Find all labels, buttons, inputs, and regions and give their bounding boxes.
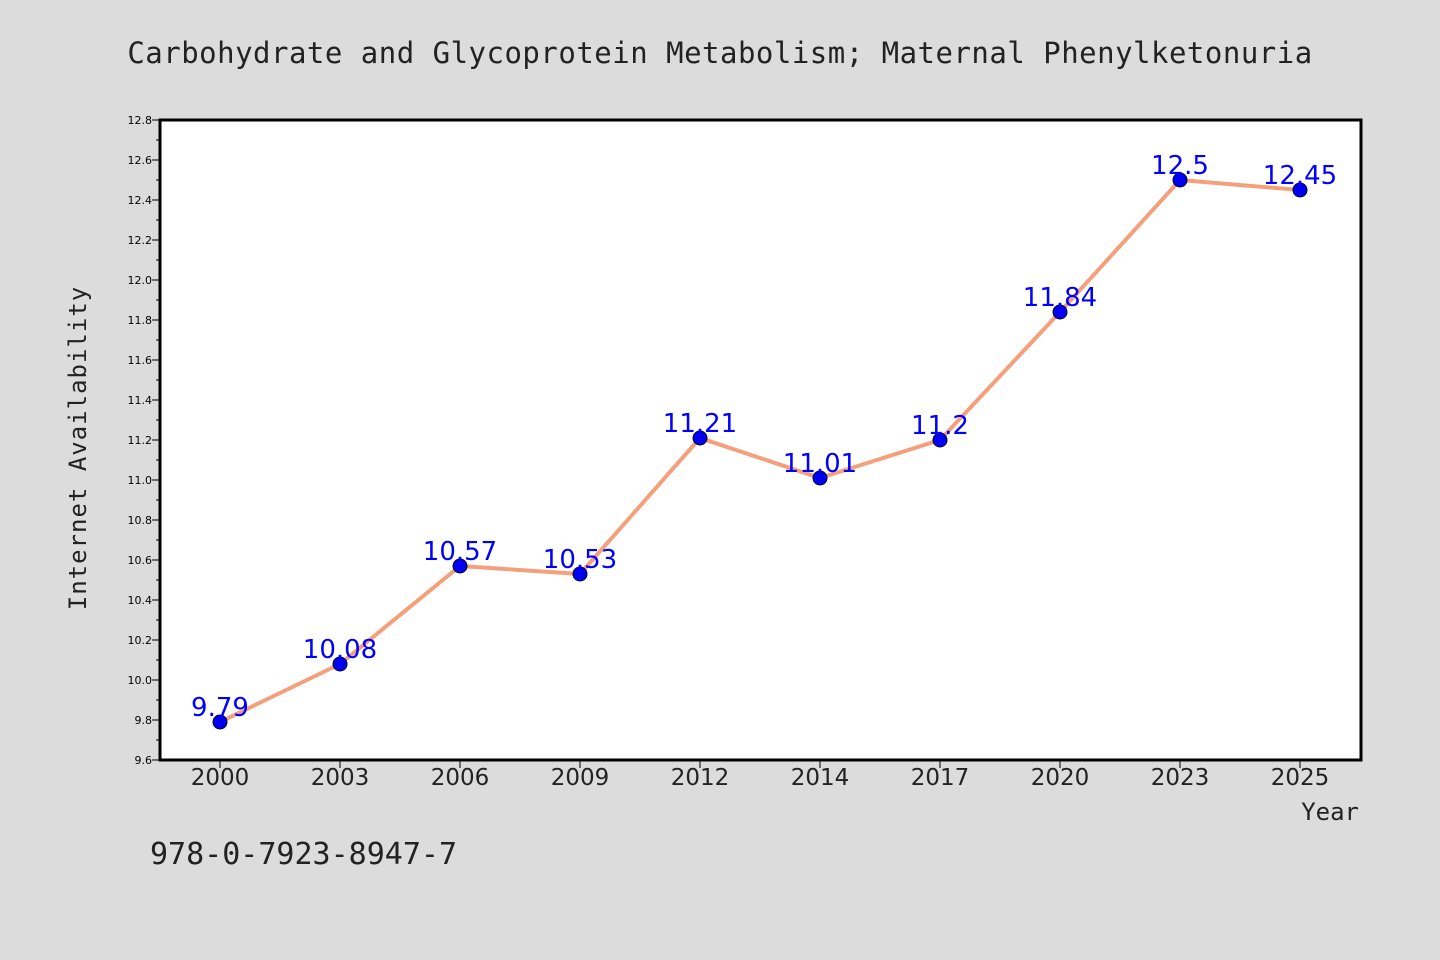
x-tick-label: 2009: [551, 765, 610, 791]
y-axis: 9.6 9.8 10.0 10.2 10.4 10.6 10.8 11.0 11.2 11.4 11…: [128, 114, 160, 767]
y-tick-label: 12.0: [128, 274, 153, 287]
data-point: [1052, 304, 1068, 320]
y-tick-label: 11.0: [128, 474, 153, 487]
y-tick-label: 10.2: [128, 634, 153, 647]
data-label: 11.84: [1023, 283, 1097, 313]
data-point: [932, 432, 948, 448]
data-point: [452, 558, 468, 574]
x-tick-label: 2012: [671, 765, 730, 791]
data-point: [572, 566, 588, 582]
data-point: [692, 430, 708, 446]
x-axis-label: Year: [1301, 798, 1359, 826]
series-line: [218, 178, 1302, 724]
y-tick-label: 10.6: [128, 554, 153, 567]
y-tick-label: 10.0: [128, 674, 153, 687]
y-tick-label: 11.8: [128, 314, 153, 327]
y-tick-label: 9.8: [135, 714, 153, 727]
x-tick-label: 2006: [431, 765, 490, 791]
data-labels: 9.79 10.08 10.57 10.53 11.21 11.01 11.2 11.84 12…: [191, 151, 1337, 723]
y-tick-label: 11.2: [128, 434, 153, 447]
data-point: [212, 714, 228, 730]
y-tick-label: 12.4: [128, 194, 153, 207]
chart-title: Carbohydrate and Glycoprotein Metabolism…: [127, 36, 1312, 70]
plot-area: [160, 120, 1361, 760]
y-tick-label: 11.4: [128, 394, 153, 407]
y-tick-label: 11.6: [128, 354, 153, 367]
data-label: 11.01: [783, 449, 857, 479]
y-axis-label: Internet Availability: [64, 286, 92, 610]
data-markers: [212, 172, 1308, 730]
x-tick-label: 2025: [1271, 765, 1330, 791]
x-tick-label: 2020: [1031, 765, 1090, 791]
data-label: 12.45: [1263, 161, 1337, 191]
x-tick-label: 2003: [311, 765, 370, 791]
y-tick-label: 9.6: [135, 754, 153, 767]
plot-frame: [158, 118, 1363, 762]
data-label: 10.57: [423, 537, 497, 567]
data-label: 11.2: [911, 411, 969, 441]
data-point: [1172, 172, 1188, 188]
y-tick-label: 10.4: [128, 594, 153, 607]
y-tick-label: 10.8: [128, 514, 153, 527]
x-tick-label: 2023: [1151, 765, 1210, 791]
x-tick-label: 2017: [911, 765, 970, 791]
data-label: 11.21: [663, 409, 737, 439]
data-point: [812, 470, 828, 486]
data-point: [332, 656, 348, 672]
y-tick-label: 12.6: [128, 154, 153, 167]
isbn-text: 978-0-7923-8947-7: [150, 837, 457, 872]
y-tick-label: 12.2: [128, 234, 153, 247]
data-label: 10.53: [543, 545, 617, 575]
data-point: [1292, 182, 1308, 198]
data-label: 12.5: [1151, 151, 1209, 181]
y-tick-label: 12.8: [128, 114, 153, 127]
data-label: 9.79: [191, 693, 249, 723]
data-label: 10.08: [303, 635, 377, 665]
x-tick-label: 2014: [791, 765, 850, 791]
x-axis: 2000 2003 2006 2009 2012 2014 2017 2020 2023 2025: [191, 760, 1330, 791]
x-tick-label: 2000: [191, 765, 250, 791]
